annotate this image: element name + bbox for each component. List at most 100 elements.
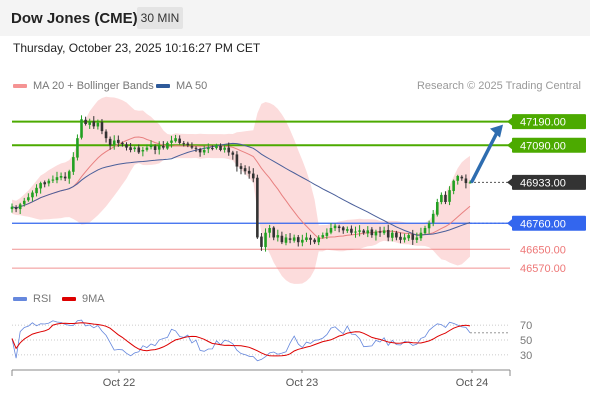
level-label-46933.00: 46933.00: [520, 177, 566, 189]
rsi-ma-swatch-icon: [62, 297, 76, 301]
level-label-pointer: [507, 117, 512, 126]
candle-body: [452, 180, 455, 191]
candle-body: [354, 231, 357, 233]
candle-body: [149, 145, 153, 148]
x-tick-label-Oct 22: Oct 22: [103, 377, 135, 389]
candle-body: [251, 173, 255, 179]
candle-body: [395, 232, 398, 238]
candle-body: [403, 237, 406, 240]
candle-body: [141, 150, 145, 152]
candle-body: [137, 147, 141, 153]
candle-body: [27, 197, 30, 201]
candle-body: [301, 239, 304, 243]
candle-body: [10, 206, 14, 210]
rsi-tick-70: 70: [520, 320, 532, 332]
ma20-line: [11, 136, 471, 239]
candle-body: [333, 225, 337, 229]
candle-body: [174, 138, 177, 142]
candle-body: [51, 179, 55, 181]
candle-body: [243, 168, 247, 172]
candle-body: [129, 147, 132, 150]
level-labels: 47190.00 47090.00 46933.00 46760.00 46650.00…: [507, 114, 586, 275]
candle-body: [325, 232, 329, 236]
candle-body: [202, 150, 206, 153]
rsi-ma-line: [11, 322, 471, 357]
level-label-47090.00: 47090.00: [520, 140, 566, 152]
candle-body: [256, 177, 259, 238]
candle-body: [468, 182, 472, 184]
candle-body: [72, 157, 75, 172]
candle-body: [153, 146, 157, 150]
legend-ma20: MA 20 + Bollinger Bands: [13, 80, 154, 92]
candle-body: [362, 230, 365, 233]
forecast-arrow-icon: [470, 124, 503, 184]
candle-body: [337, 226, 341, 228]
timestamp: Thursday, October 23, 2025 10:16:27 PM C…: [13, 41, 261, 55]
candle-body: [460, 176, 464, 179]
candle-body: [96, 122, 100, 127]
candle-body: [231, 152, 235, 155]
candle-body: [309, 237, 312, 240]
x-tick-label-Oct 24: Oct 24: [456, 377, 488, 389]
candle-body: [22, 200, 26, 205]
candle-body: [235, 154, 239, 167]
candle-body: [358, 230, 361, 232]
candle-body: [391, 232, 394, 238]
candles: [10, 115, 472, 252]
candle-body: [39, 183, 42, 189]
candle-body: [313, 239, 316, 243]
candle-body: [104, 131, 108, 139]
candle-body: [419, 232, 423, 239]
candle-body: [219, 145, 222, 150]
candle-body: [272, 227, 276, 238]
candle-body: [67, 171, 71, 179]
candle-body: [166, 142, 169, 149]
candle-body: [198, 148, 202, 153]
candle-body: [268, 228, 271, 233]
rsi-line: [11, 319, 471, 362]
level-label-bg: [512, 114, 586, 130]
candle-body: [399, 236, 402, 240]
level-label-46650.00: 46650.00: [520, 244, 566, 256]
rsi-tick-30: 30: [520, 350, 532, 362]
candle-body: [239, 166, 243, 169]
ma50-swatch-icon: [156, 84, 170, 89]
candle-body: [423, 228, 427, 234]
candle-body: [431, 213, 435, 223]
candle-body: [84, 119, 87, 124]
rsi-legend-label: RSI: [33, 293, 51, 305]
candle-body: [280, 235, 284, 243]
x-tick-label-Oct 23: Oct 23: [286, 377, 318, 389]
candle-body: [341, 227, 345, 231]
candle-body: [55, 177, 59, 181]
candle-body: [182, 143, 186, 145]
candle-body: [162, 145, 165, 148]
ma50-line: [11, 142, 471, 236]
candle-body: [317, 237, 320, 243]
candle-body: [305, 237, 308, 241]
rsi-panel: RSI 9MA 70 50 30: [11, 293, 532, 362]
rsi-tick-50: 50: [520, 335, 532, 347]
candle-body: [35, 187, 38, 194]
candle-body: [321, 235, 325, 238]
candle-body: [145, 147, 149, 150]
interval-button[interactable]: 30 MIN: [137, 7, 183, 29]
legend-ma20-label: MA 20 + Bollinger Bands: [33, 80, 154, 92]
candle-body: [215, 145, 218, 149]
candle-body: [350, 228, 353, 233]
forecast-arrow-shaft: [470, 128, 500, 184]
chart-header: Dow Jones (CME) 30 MIN: [0, 0, 590, 36]
candle-body: [117, 139, 120, 143]
moving-averages: [11, 136, 471, 239]
candle-body: [378, 231, 382, 233]
ma20-swatch-icon: [13, 84, 27, 89]
legend-ma50-label: MA 50: [176, 80, 208, 92]
candle-body: [178, 138, 181, 143]
candle-body: [366, 230, 370, 234]
candle-body: [194, 147, 198, 149]
level-label-pointer: [507, 178, 512, 187]
research-credit: Research © 2025 Trading Central: [416, 80, 581, 92]
candle-body: [227, 147, 231, 153]
candle-body: [435, 202, 439, 215]
